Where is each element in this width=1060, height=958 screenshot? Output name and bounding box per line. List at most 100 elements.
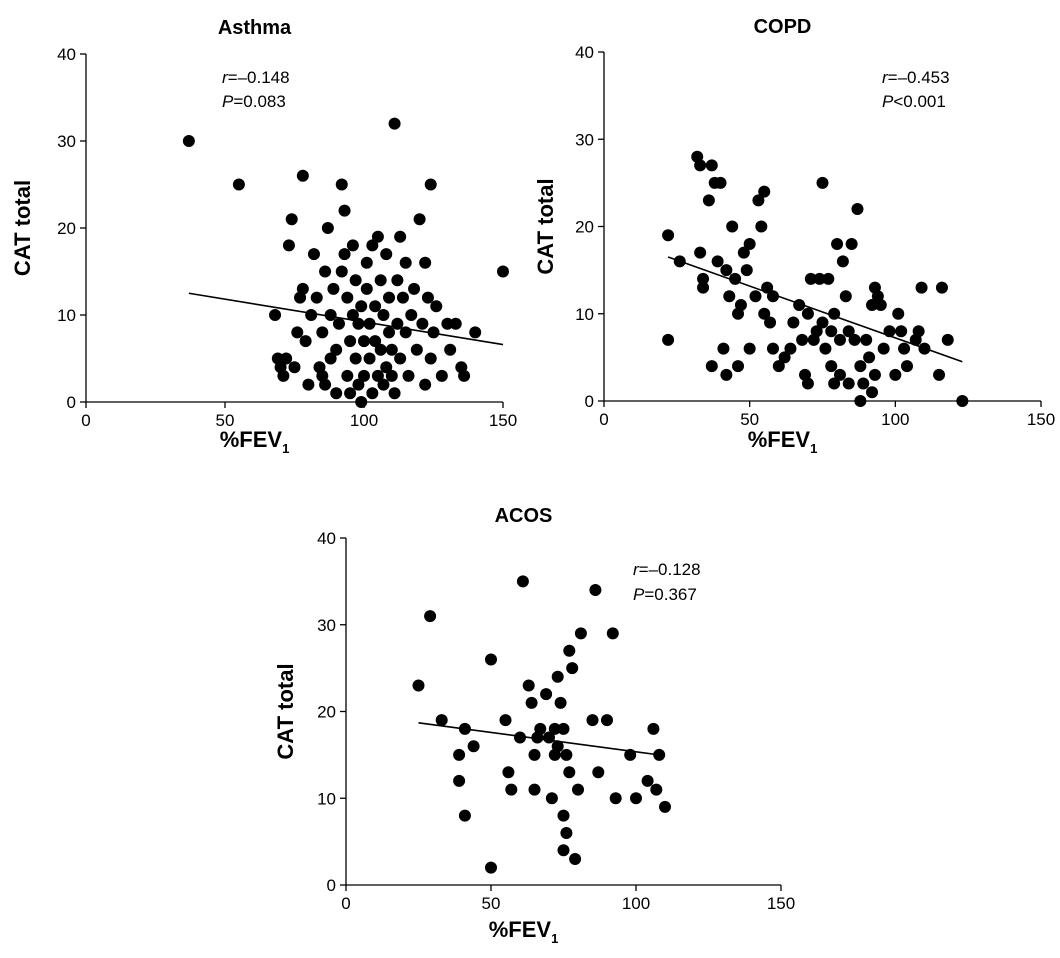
data-point: [360, 256, 373, 269]
data-point: [421, 291, 434, 304]
data-point: [296, 169, 309, 182]
chart-panel-copd: COPD 0 10 20 30 40 0 50 100 150 CAT total %FEV1 r=–0…: [533, 16, 1055, 456]
data-point: [647, 722, 660, 735]
y-tick-label: 30: [317, 616, 336, 635]
data-point: [299, 335, 312, 348]
p-annotation: P=0.083: [222, 92, 286, 111]
r-annotation: r=–0.148: [222, 68, 290, 87]
data-point: [469, 326, 482, 339]
data-point: [772, 360, 785, 373]
x-tick-label: 0: [599, 410, 608, 429]
y-tick-label: 20: [575, 218, 594, 237]
y-tick-label: 10: [57, 306, 76, 325]
data-point: [662, 333, 675, 346]
y-tick-label: 40: [575, 43, 594, 62]
data-point: [737, 246, 750, 259]
data-point: [405, 309, 418, 321]
data-point: [848, 333, 861, 346]
x-axis-label: %FEV1: [489, 917, 559, 946]
data-point: [371, 230, 384, 243]
chart-title: COPD: [754, 16, 812, 38]
data-point: [435, 714, 448, 727]
data-point: [316, 326, 329, 339]
data-point: [453, 774, 466, 787]
data-point: [900, 360, 913, 373]
data-point: [371, 369, 384, 382]
r-annotation: r=–0.128: [633, 560, 701, 579]
data-point: [810, 325, 823, 338]
data-point: [659, 800, 671, 813]
data-point: [540, 688, 553, 701]
data-point: [726, 220, 739, 233]
x-axis-label: %FEV1: [220, 427, 290, 456]
data-point: [419, 256, 432, 269]
data-point: [355, 396, 368, 408]
data-point: [609, 792, 622, 805]
data-point: [601, 714, 613, 727]
data-point: [758, 307, 771, 320]
data-point: [586, 714, 599, 727]
data-point: [514, 731, 526, 744]
p-annotation: P<0.001: [882, 92, 946, 111]
chart-panel-asthma: Asthma 0 10 20 30 40 0 50 100 150 CAT total %FEV1 r=…: [10, 17, 517, 456]
data-point: [845, 237, 858, 250]
data-point: [363, 317, 376, 330]
data-point: [723, 290, 736, 303]
data-point: [816, 176, 829, 189]
x-tick-label: 50: [740, 410, 759, 429]
data-point: [377, 378, 390, 391]
data-point: [557, 844, 570, 857]
x-tick-label: 100: [350, 411, 378, 430]
data-point: [842, 377, 855, 390]
data-point: [453, 748, 466, 761]
data-point: [662, 229, 675, 242]
data-point: [332, 317, 345, 330]
data-point: [554, 696, 567, 709]
data-point: [548, 722, 561, 735]
data-point: [766, 342, 779, 355]
data-point: [804, 272, 817, 285]
data-point: [956, 395, 969, 407]
data-point: [705, 360, 718, 373]
data-point: [702, 194, 715, 207]
data-point: [232, 178, 245, 191]
y-tick-label: 10: [317, 789, 336, 808]
data-point: [338, 248, 351, 261]
data-point: [522, 679, 535, 692]
data-point: [551, 670, 564, 683]
data-point: [557, 722, 570, 735]
data-point: [499, 714, 512, 727]
data-point: [825, 360, 838, 373]
data-point: [842, 325, 855, 338]
data-point: [877, 342, 890, 355]
p-annotation: P=0.367: [633, 585, 697, 604]
data-point: [288, 361, 301, 374]
data-point: [335, 265, 348, 278]
data-point: [321, 222, 334, 234]
data-point: [319, 265, 332, 278]
y-axis-label: CAT total: [10, 180, 35, 276]
data-point: [732, 360, 745, 373]
data-point: [497, 265, 509, 278]
y-tick-label: 10: [575, 305, 594, 324]
data-point: [344, 387, 357, 400]
data-point: [743, 342, 756, 355]
y-tick-label: 30: [575, 130, 594, 149]
y-tick-label: 40: [57, 45, 76, 64]
data-point: [424, 610, 437, 623]
y-tick-label: 30: [57, 132, 76, 151]
data-point: [560, 826, 573, 839]
data-point: [374, 274, 387, 287]
data-point: [572, 783, 584, 796]
x-tick-label: 100: [622, 894, 650, 913]
data-point: [720, 264, 733, 277]
data-point: [854, 395, 867, 407]
data-point: [740, 264, 753, 277]
data-point: [330, 343, 343, 356]
data-point: [360, 282, 373, 295]
data-point: [912, 325, 925, 338]
data-point: [892, 307, 905, 320]
data-point: [427, 326, 440, 339]
data-point: [502, 766, 515, 779]
